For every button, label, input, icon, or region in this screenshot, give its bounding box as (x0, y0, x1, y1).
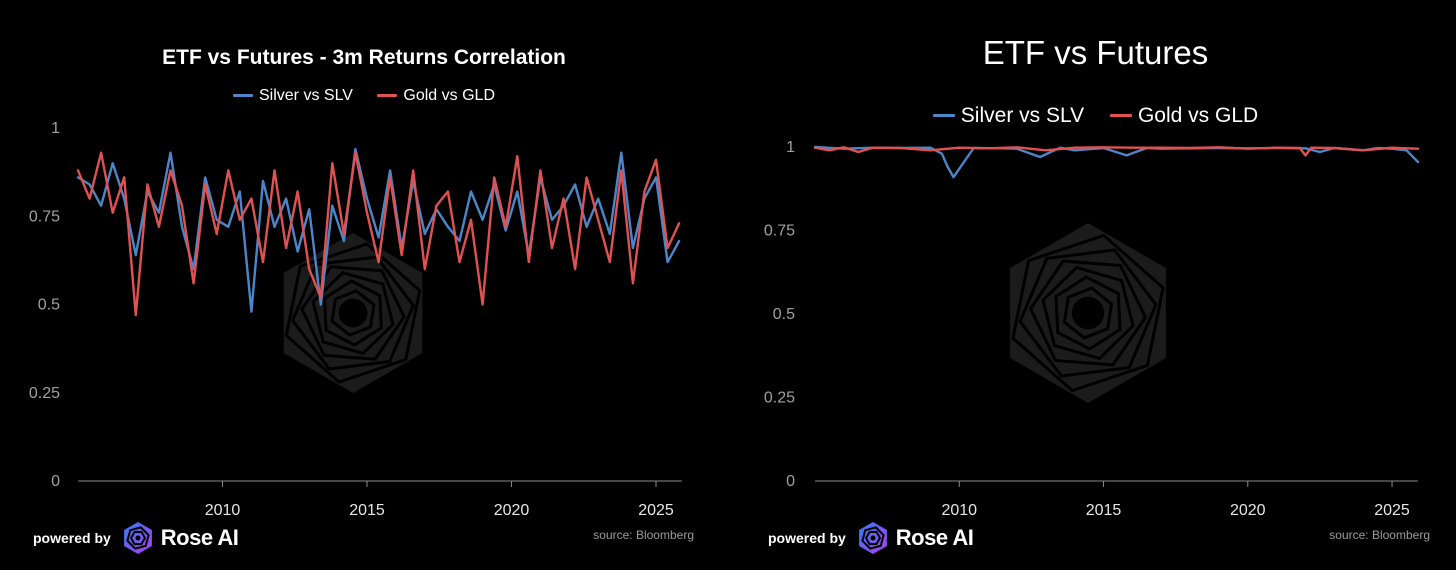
chart-title: ETF vs Futures (982, 34, 1209, 71)
brand-name: Rose AI (160, 525, 239, 550)
series-line-gold-vs-gld (76, 151, 681, 317)
branding-footer: powered by Rose AI (768, 521, 974, 555)
source-label: source: Bloomberg (1329, 528, 1430, 542)
powered-by-label: powered by (33, 530, 111, 546)
y-tick-label: 0.75 (29, 208, 60, 225)
series-line-gold-vs-gld (813, 146, 1420, 157)
chart-panel-etf-vs-futures: ETF vs Futures Silver vs SLV Gold vs GLD… (735, 0, 1456, 570)
y-tick-label: 0 (786, 473, 795, 490)
y-tick-label: 0.25 (764, 390, 795, 407)
legend-item-gold[interactable]: Gold vs GLD (377, 87, 495, 105)
branding-footer: powered by Rose AI (33, 521, 239, 555)
x-tick-label: 2020 (494, 502, 530, 519)
x-tick-label: 2025 (638, 502, 674, 519)
y-tick-label: 1 (786, 139, 795, 156)
rose-logo-watermark-icon (283, 233, 423, 393)
x-tick-label: 2015 (1086, 502, 1122, 519)
x-tick-label: 2010 (205, 502, 241, 519)
legend-swatch-silver (932, 114, 955, 117)
series-line-silver-vs-slv (813, 145, 1420, 179)
rose-ai-logo-icon (858, 522, 887, 554)
legend-swatch-silver (233, 94, 253, 97)
rose-ai-logo-icon (123, 522, 152, 554)
chart-title: ETF vs Futures - 3m Returns Correlation (162, 46, 566, 69)
source-label: source: Bloomberg (593, 528, 694, 542)
y-tick-label: 0.75 (764, 223, 795, 240)
legend-item-silver[interactable]: Silver vs SLV (233, 87, 353, 105)
series-line-silver-vs-slv (76, 148, 681, 313)
x-tick-label: 2020 (1230, 502, 1266, 519)
legend-swatch-gold (1109, 114, 1132, 117)
y-tick-label: 0 (51, 473, 60, 490)
y-tick-label: 0.25 (29, 385, 60, 402)
chart-legend: Silver vs SLV Gold vs GLD (735, 99, 1456, 128)
chart-plot-area: 0 0.25 0.5 0.75 1 2010 2015 2020 2025 (764, 139, 1420, 519)
chart-plot-area: 0 0.25 0.5 0.75 1 2010 2015 2020 2025 (29, 120, 682, 519)
rose-logo-watermark-icon (1010, 223, 1166, 403)
legend-label-gold: Gold vs GLD (1137, 103, 1259, 127)
chart-legend: Silver vs SLV Gold vs GLD (0, 84, 728, 105)
legend-label-gold: Gold vs GLD (403, 86, 495, 104)
y-tick-label: 0.5 (773, 306, 795, 323)
legend-label-silver: Silver vs SLV (960, 103, 1085, 127)
x-tick-label: 2025 (1374, 502, 1410, 519)
powered-by-label: powered by (768, 530, 846, 546)
y-tick-label: 0.5 (38, 297, 60, 314)
x-tick-label: 2010 (941, 502, 977, 519)
brand-name: Rose AI (895, 525, 974, 550)
chart-panel-correlation: ETF vs Futures - 3m Returns Correlation … (0, 46, 728, 555)
x-tick-label: 2015 (349, 502, 385, 519)
legend-item-gold[interactable]: Gold vs GLD (1109, 103, 1259, 128)
legend-item-silver[interactable]: Silver vs SLV (932, 103, 1085, 128)
legend-swatch-gold (377, 94, 398, 97)
legend-label-silver: Silver vs SLV (259, 86, 353, 104)
y-tick-label: 1 (51, 120, 60, 137)
